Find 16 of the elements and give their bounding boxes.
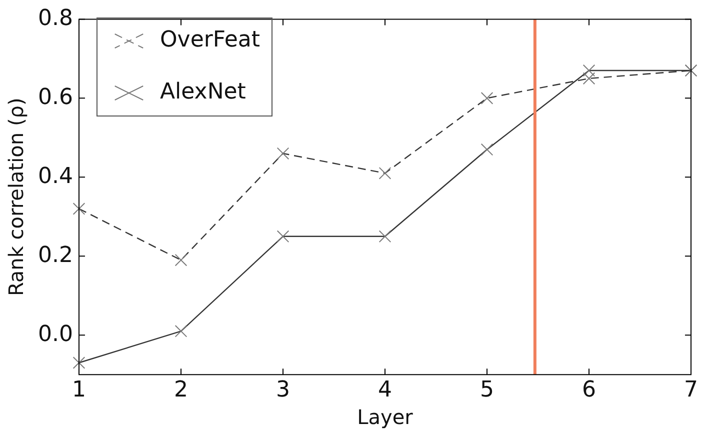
y-tick-label: 0.4 [38,164,73,189]
y-axis-title: Rank correlation (ρ) [4,98,28,296]
legend-label: OverFeat [160,28,260,53]
x-tick-label: 3 [276,378,290,403]
y-tick-label: 0.8 [38,6,73,31]
y-tick-label: 0.0 [38,322,73,347]
x-axis-title: Layer [357,405,414,430]
x-tick-label: 2 [174,378,188,403]
x-tick-label: 7 [684,378,698,403]
y-tick-label: 0.2 [38,242,73,268]
y-tick-label: 0.6 [38,84,73,110]
x-tick-label: 1 [72,378,86,403]
x-tick-label: 6 [582,378,596,403]
x-tick-label: 5 [480,378,494,403]
x-tick-label: 4 [378,378,392,403]
legend-label: AlexNet [160,80,246,105]
